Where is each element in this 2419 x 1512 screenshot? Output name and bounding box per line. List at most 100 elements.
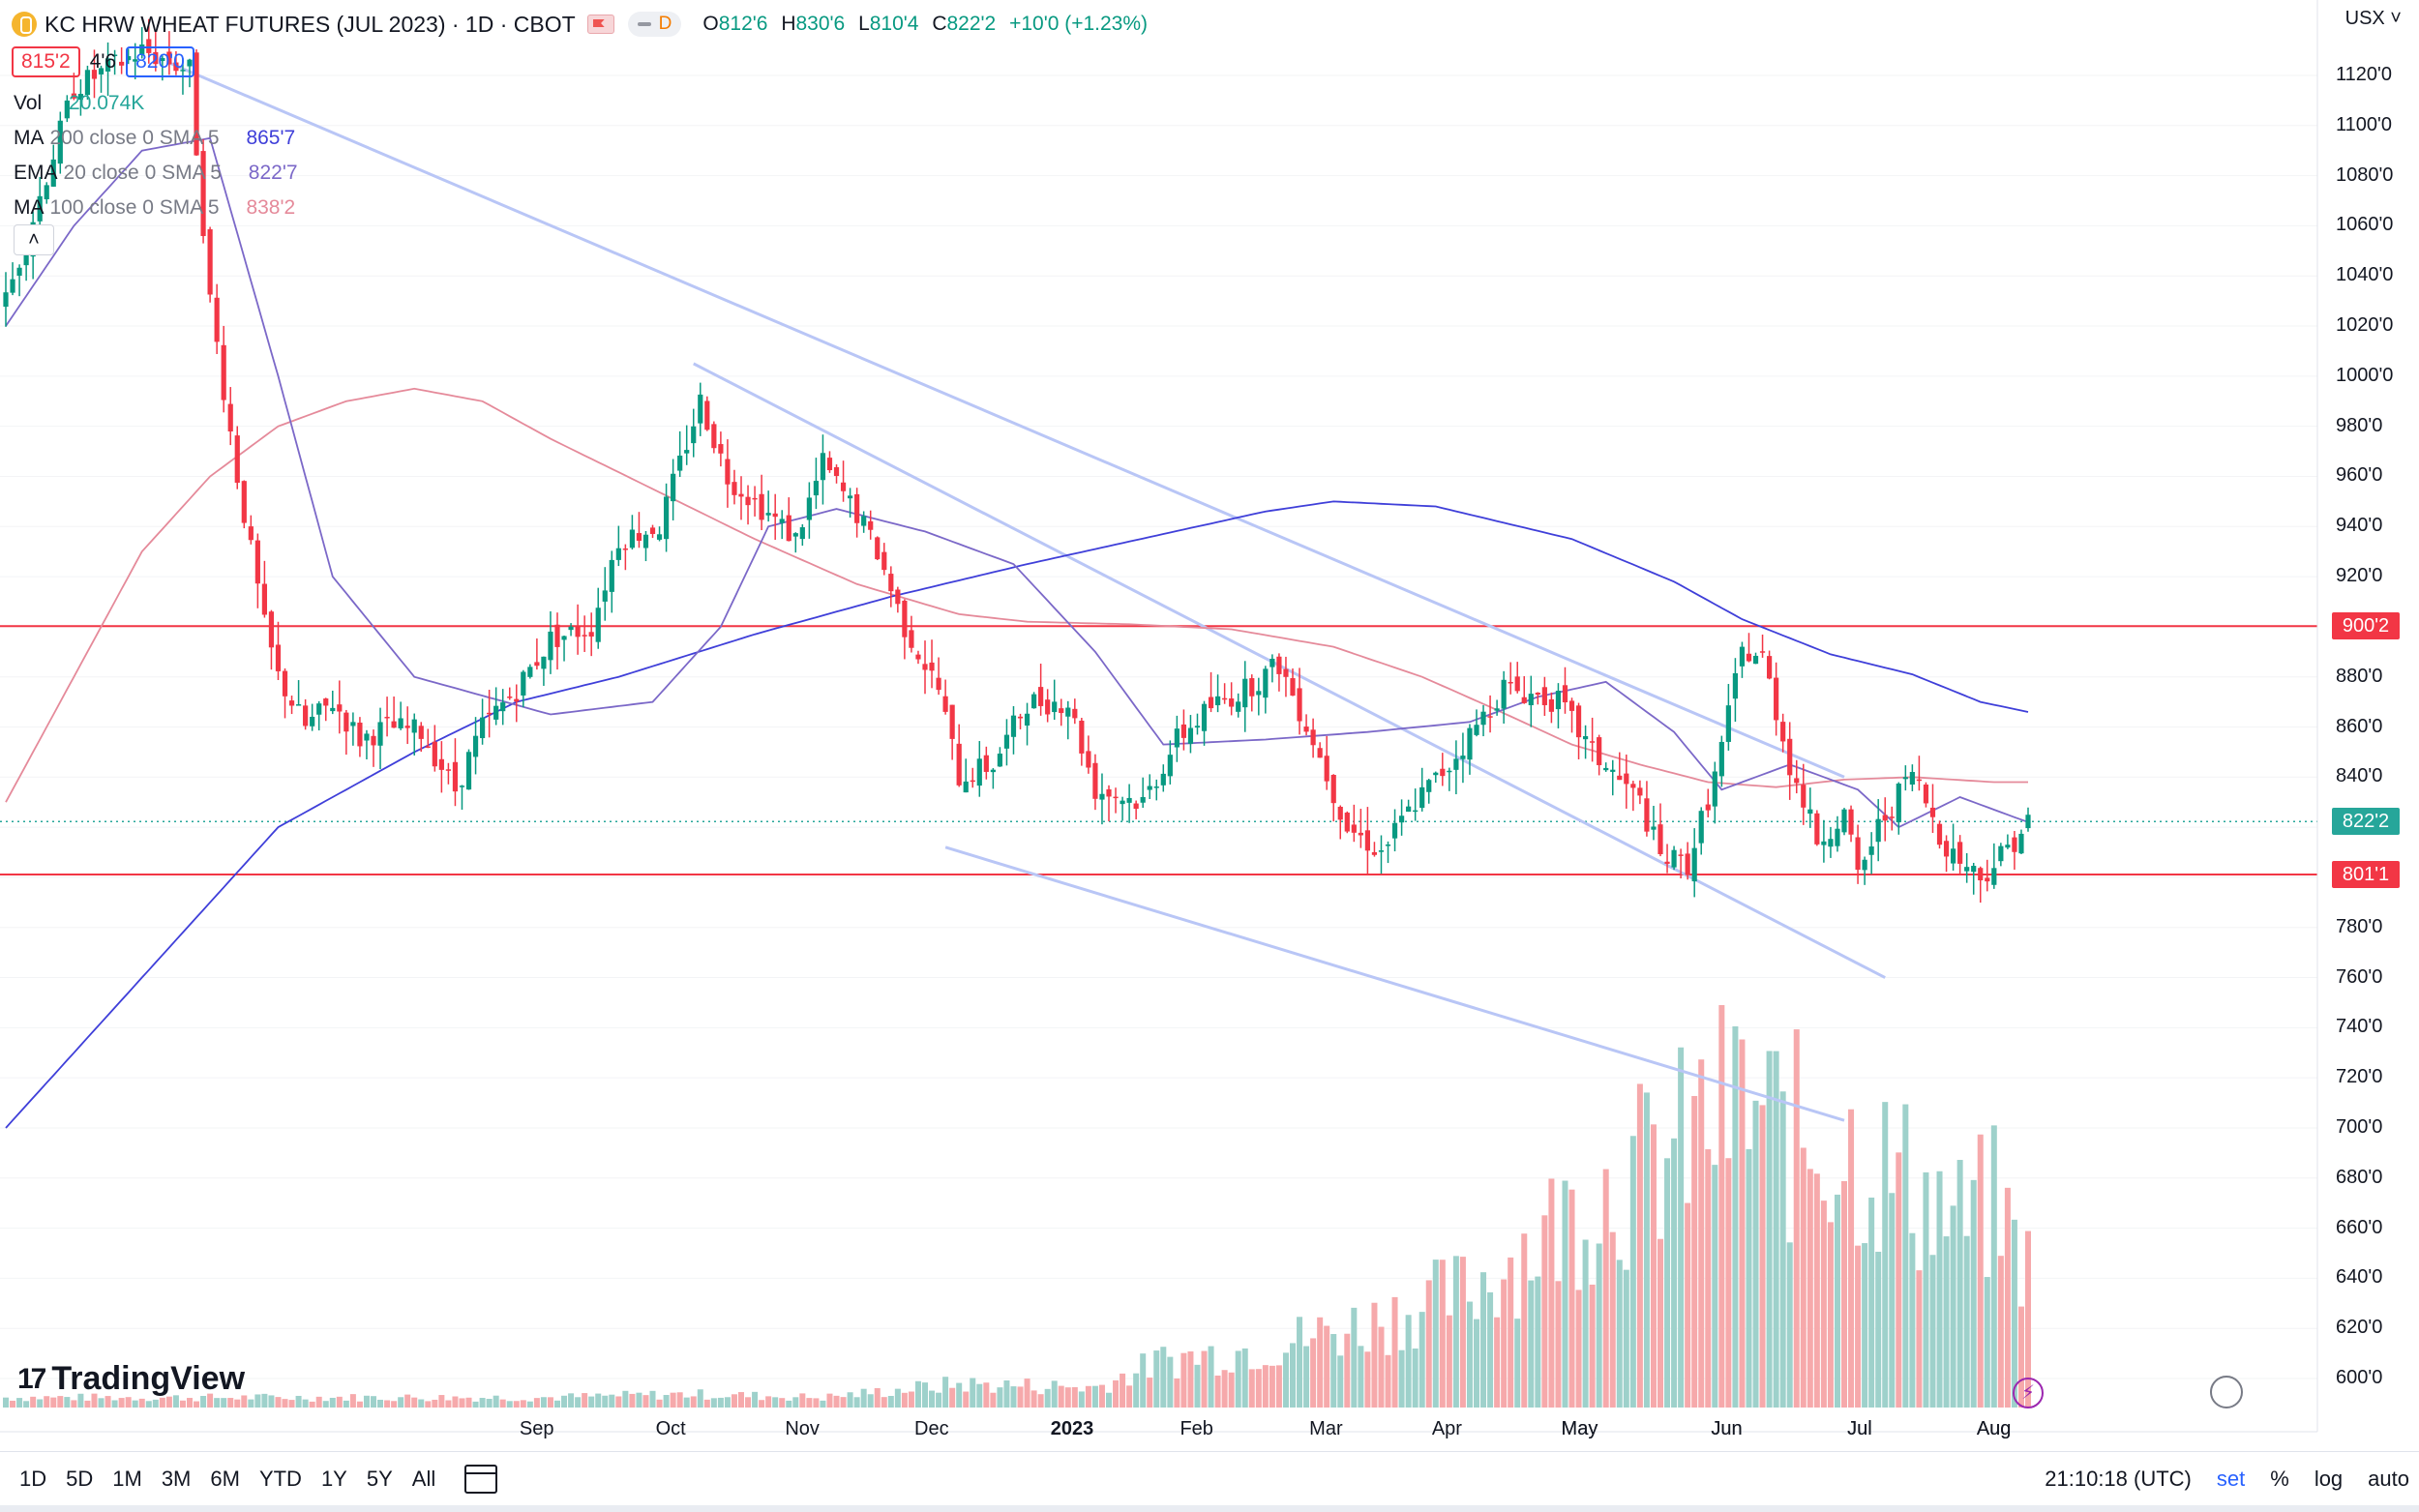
volume-bar xyxy=(1582,1239,1589,1408)
volume-bar xyxy=(132,1400,138,1408)
range-5d[interactable]: 5D xyxy=(66,1467,94,1491)
legend-volume[interactable]: Vol 20.074K xyxy=(14,92,144,115)
price-tick-label: 600'0 xyxy=(2336,1367,2383,1388)
volume-bar xyxy=(1351,1307,1358,1408)
candle-body xyxy=(1739,646,1746,667)
volume-bar xyxy=(2011,1219,2017,1408)
trendlines xyxy=(168,61,1886,1122)
volume-bar xyxy=(1071,1386,1078,1408)
candle-body xyxy=(1180,724,1187,738)
candle-body xyxy=(1909,772,1915,786)
range-1m[interactable]: 1M xyxy=(112,1467,142,1491)
range-6m[interactable]: 6M xyxy=(210,1467,240,1491)
collapse-legend-button[interactable]: ˄ xyxy=(14,224,54,255)
candle-body xyxy=(221,344,226,400)
volume-bar xyxy=(745,1397,752,1408)
legend-ma100[interactable]: MA 100 close 0 SMA 5 838'2 xyxy=(14,196,295,220)
upper-channel-line xyxy=(168,61,1845,779)
volume-bar xyxy=(1044,1388,1051,1408)
volume-bar xyxy=(1589,1284,1596,1408)
calendar-icon[interactable] xyxy=(464,1465,498,1494)
candle-body xyxy=(677,455,683,471)
volume-bar xyxy=(241,1395,248,1408)
volume-bar xyxy=(1214,1375,1221,1408)
symbol-title[interactable]: KC HRW WHEAT FUTURES (JUL 2023) · 1D · C… xyxy=(45,11,576,37)
time-tick-label: Nov xyxy=(785,1418,820,1439)
horizontal-levels xyxy=(0,625,2317,876)
candle-body xyxy=(711,424,717,449)
candle-body xyxy=(357,722,363,747)
candle-body xyxy=(1562,685,1568,703)
currency-selector[interactable]: USX ˅ xyxy=(2345,8,2402,30)
candle-body xyxy=(411,719,417,733)
time-tick-label: Mar xyxy=(1309,1418,1343,1439)
volume-bar xyxy=(1909,1232,1916,1408)
auto-scale-button[interactable]: auto xyxy=(2368,1467,2409,1491)
candle-body xyxy=(575,626,581,637)
flag-icon[interactable] xyxy=(586,15,614,34)
candle-body xyxy=(173,62,179,72)
volume-bar xyxy=(561,1395,568,1408)
volume-bar xyxy=(57,1396,64,1408)
volume-bar xyxy=(1773,1051,1779,1408)
range-1y[interactable]: 1Y xyxy=(320,1467,347,1491)
clock-time[interactable]: 21:10:18 (UTC) xyxy=(2045,1467,2192,1491)
sell-price-button[interactable]: 815'2 xyxy=(12,46,80,77)
lightning-icon[interactable]: ⚡ xyxy=(2013,1378,2044,1408)
ma100-line xyxy=(5,387,2028,803)
range-ytd[interactable]: YTD xyxy=(258,1467,302,1491)
volume-bar xyxy=(234,1399,241,1408)
volume-bar xyxy=(1827,1222,1834,1408)
market-status-pill[interactable]: D xyxy=(627,12,682,37)
volume-bar xyxy=(983,1382,990,1408)
candle-body xyxy=(472,735,479,757)
range-all[interactable]: All xyxy=(411,1467,436,1491)
legend-volume-value: 20.074K xyxy=(69,92,145,114)
candle-body xyxy=(166,51,172,65)
candle-body xyxy=(1582,736,1589,740)
volume-bar xyxy=(194,1401,200,1408)
volume-bar xyxy=(901,1392,908,1408)
support-price-flag: 801'1 xyxy=(2332,861,2400,888)
volume-bar xyxy=(765,1396,772,1408)
candle-body xyxy=(1167,755,1173,777)
candle-body xyxy=(1698,811,1704,844)
set-session-button[interactable]: set xyxy=(2216,1467,2246,1491)
volume-bar xyxy=(315,1396,322,1408)
legend-ma200-name: MA xyxy=(14,127,45,149)
candle-body xyxy=(1017,716,1024,719)
price-tick-label: 880'0 xyxy=(2336,665,2383,687)
volume-bar xyxy=(1807,1169,1813,1408)
volume-bar xyxy=(786,1400,792,1408)
candle-body xyxy=(1590,741,1596,743)
tradingview-logo[interactable]: 17 TradingView xyxy=(17,1360,245,1398)
candle-body xyxy=(50,159,56,187)
legend-ma200[interactable]: MA 200 close 0 SMA 5 865'7 xyxy=(14,127,295,150)
volume-bar xyxy=(152,1399,159,1408)
candle-body xyxy=(1474,725,1479,735)
candle-body xyxy=(84,70,91,96)
candle-body xyxy=(1759,651,1766,653)
candle-body xyxy=(282,670,288,697)
range-3m[interactable]: 3M xyxy=(161,1467,192,1491)
candle-body xyxy=(1807,809,1813,815)
range-5y[interactable]: 5Y xyxy=(366,1467,393,1491)
candle-body xyxy=(1208,697,1214,709)
candle-body xyxy=(1848,809,1854,835)
candle-body xyxy=(595,608,601,642)
time-tick-label: Jul xyxy=(1847,1418,1872,1439)
legend-ema20[interactable]: EMA 20 close 0 SMA 5 822'7 xyxy=(14,162,298,185)
volume-bar xyxy=(1691,1095,1698,1408)
hourglass-icon[interactable] xyxy=(2210,1376,2243,1408)
candle-body xyxy=(507,697,513,698)
candle-body xyxy=(990,769,996,773)
percent-scale-button[interactable]: % xyxy=(2270,1467,2289,1491)
range-1d[interactable]: 1D xyxy=(19,1467,47,1491)
candle-body xyxy=(936,677,941,691)
candle-body xyxy=(1835,828,1840,846)
log-scale-button[interactable]: log xyxy=(2314,1467,2344,1491)
candle-body xyxy=(521,671,526,696)
ohlc-change: +10'0 (+1.23%) xyxy=(1009,13,1149,35)
buy-price-button[interactable]: 820'0 xyxy=(126,46,194,77)
